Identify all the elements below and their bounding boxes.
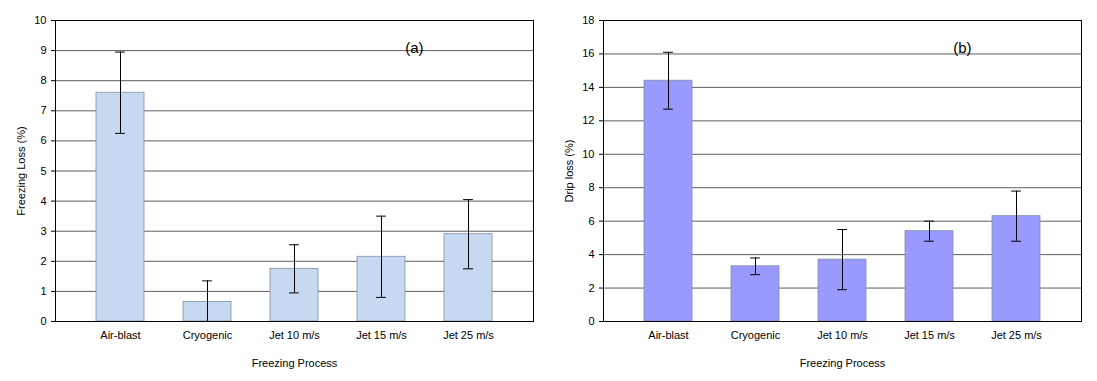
svg-text:0: 0 (588, 315, 594, 327)
svg-text:16: 16 (582, 47, 594, 59)
svg-text:8: 8 (40, 74, 46, 86)
svg-text:8: 8 (588, 181, 594, 193)
svg-text:Drip loss (%): Drip loss (%) (563, 140, 575, 203)
svg-text:2: 2 (588, 282, 594, 294)
svg-text:10: 10 (582, 148, 594, 160)
svg-text:(a): (a) (405, 39, 423, 56)
svg-text:2: 2 (40, 255, 46, 267)
svg-text:Freezing Process: Freezing Process (800, 357, 886, 369)
svg-text:Jet 10 m/s: Jet 10 m/s (817, 329, 868, 341)
svg-text:5: 5 (40, 165, 46, 177)
svg-text:18: 18 (582, 14, 594, 26)
svg-text:12: 12 (582, 114, 594, 126)
svg-text:Jet 15 m/s: Jet 15 m/s (904, 329, 955, 341)
svg-text:Cryogenic: Cryogenic (183, 329, 233, 341)
svg-text:6: 6 (40, 134, 46, 146)
svg-text:Jet 15 m/s: Jet 15 m/s (356, 329, 407, 341)
svg-text:14: 14 (582, 81, 594, 93)
svg-text:(b): (b) (953, 39, 971, 56)
svg-text:Air-blast: Air-blast (100, 329, 140, 341)
svg-text:Jet 25 m/s: Jet 25 m/s (991, 329, 1042, 341)
svg-text:4: 4 (588, 248, 594, 260)
svg-text:7: 7 (40, 104, 46, 116)
svg-text:Jet 25 m/s: Jet 25 m/s (443, 329, 494, 341)
svg-text:0: 0 (40, 315, 46, 327)
svg-text:6: 6 (588, 215, 594, 227)
svg-text:3: 3 (40, 225, 46, 237)
svg-text:1: 1 (40, 285, 46, 297)
svg-text:Jet 10 m/s: Jet 10 m/s (269, 329, 320, 341)
svg-text:10: 10 (34, 14, 46, 26)
svg-text:Freezing Process: Freezing Process (252, 357, 338, 369)
svg-text:Freezing Loss (%): Freezing Loss (%) (15, 126, 27, 215)
svg-text:4: 4 (40, 195, 46, 207)
svg-text:Air-blast: Air-blast (648, 329, 688, 341)
svg-text:9: 9 (40, 44, 46, 56)
svg-text:Cryogenic: Cryogenic (731, 329, 781, 341)
